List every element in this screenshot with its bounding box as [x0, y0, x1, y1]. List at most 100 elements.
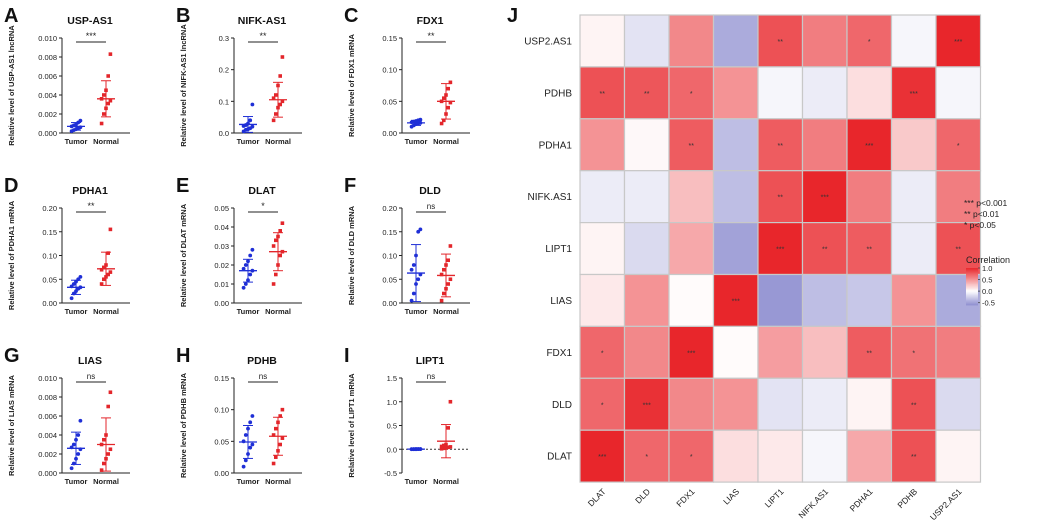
y-tick-label: 1.5 [387, 374, 397, 383]
data-point-tumor [76, 433, 81, 437]
data-point-tumor [250, 414, 255, 418]
data-point-normal [108, 52, 113, 56]
colorbar-step [966, 295, 978, 297]
colorbar-step [966, 270, 978, 273]
heatmap-cell [712, 66, 759, 120]
y-axis-label: Relative level of USP-AS1 lncRNA [7, 25, 16, 146]
scatter-panel-d: D PDHA1 0.00 0.05 0.10 0.15 0.20 Relative level… [4, 175, 130, 316]
data-point-normal [446, 105, 450, 110]
heatmap-cell-stars: * [601, 402, 604, 409]
data-point-normal [278, 414, 282, 418]
data-point-normal [278, 74, 282, 78]
heatmap-cell [757, 66, 804, 120]
heatmap-cell-stars: ** [911, 402, 917, 409]
y-axis-label: Relative level of DLD mRNA [347, 205, 356, 305]
heatmap-row-label: LIAS [550, 296, 572, 307]
heatmap-cell [712, 14, 759, 68]
y-tick-label: 0.20 [382, 204, 397, 213]
panel-letter-c: C [344, 5, 358, 27]
data-point-normal [108, 98, 113, 103]
data-point-normal [439, 444, 444, 449]
heatmap-cell-stars: * [690, 91, 693, 98]
sig-legend-3: * p<0.05 [964, 220, 996, 230]
colorbar: 1.0 0.5 0.0 -0.5 [966, 264, 995, 308]
panel-letter-h: H [176, 345, 190, 367]
data-point-normal [99, 468, 104, 472]
heatmap-cell [712, 222, 759, 276]
heatmap-cell [623, 118, 670, 172]
y-tick-label: 0.15 [42, 228, 57, 237]
colorbar-step [966, 303, 978, 306]
data-point-normal [280, 436, 285, 440]
panel-letter-e: E [176, 175, 189, 197]
data-point-tumor [243, 433, 248, 437]
heatmap-cell [712, 118, 759, 172]
heatmap-cell [623, 170, 670, 224]
heatmap-column-label: PDHB [895, 486, 919, 510]
data-point-normal [446, 282, 450, 286]
y-axis-label: Relative level of PDHA1 mRNA [7, 200, 16, 310]
data-point-tumor [248, 253, 253, 258]
heatmap-cell [846, 377, 893, 431]
heatmap-column-label: PDHA1 [848, 486, 875, 513]
heatmap-cell-stars: ** [644, 91, 650, 98]
panel-letter-i: I [344, 345, 350, 367]
heatmap-cell [935, 325, 982, 379]
data-point-normal [278, 253, 282, 258]
y-tick-label: 0.01 [214, 280, 229, 289]
y-tick-label: 0.10 [382, 66, 397, 75]
heatmap-cell [579, 273, 626, 328]
heatmap-cell-stars: *** [910, 91, 918, 98]
heatmap-row-label: NIFK.AS1 [528, 192, 573, 203]
data-point-tumor [250, 102, 255, 107]
heatmap-cell [801, 118, 848, 172]
heatmap-row-label: LIPT1 [545, 244, 572, 255]
y-axis-label: Relative level of NIFK-AS1 lncRNA [179, 24, 188, 147]
x-label-normal: Normal [265, 307, 291, 316]
data-point-normal [448, 277, 453, 282]
colorbar-step [966, 301, 978, 304]
significance-label: *** [86, 31, 97, 41]
data-point-tumor [248, 445, 253, 450]
heatmap-cell [579, 429, 626, 483]
data-point-tumor [416, 277, 421, 282]
heatmap-cell [801, 325, 848, 379]
x-label-tumor: Tumor [405, 307, 428, 316]
heatmap-cell-stars: *** [643, 402, 651, 409]
heatmap-cell [579, 222, 626, 276]
heatmap-cell [579, 325, 626, 379]
heatmap-cell [579, 14, 626, 68]
heatmap-cell [890, 273, 937, 328]
data-point-normal [278, 102, 282, 107]
data-point-normal [106, 74, 110, 78]
heatmap-cell [801, 66, 848, 120]
data-point-normal [274, 238, 278, 243]
colorbar-tick-label: 0.5 [982, 276, 992, 285]
heatmap-cell-stars: * [957, 143, 960, 150]
panel-letter-a: A [4, 5, 18, 27]
colorbar-step [966, 272, 978, 275]
heatmap-cell [668, 273, 715, 328]
data-point-normal [446, 86, 450, 91]
x-label-tumor: Tumor [237, 137, 260, 146]
y-tick-label: 0.05 [214, 437, 229, 446]
heatmap-row-label: USP2.AS1 [524, 36, 572, 47]
heatmap-cell-stars: * [912, 350, 915, 357]
heatmap-row-label: PDHB [544, 88, 572, 99]
heatmap-cell [890, 377, 937, 431]
scatter-panel-c: C FDX1 0.00 0.05 0.10 0.15 Relative level of F… [344, 5, 470, 146]
heatmap-cell [846, 170, 893, 224]
data-point-normal [108, 447, 113, 452]
data-point-normal [442, 443, 446, 448]
heatmap-cell [935, 377, 982, 431]
scatter-panel-i: I LIPT1 -0.5 0.0 0.5 1.0 1.5 Relative level of … [344, 345, 470, 486]
data-point-normal [106, 251, 110, 255]
data-point-tumor [248, 420, 253, 425]
data-point-normal [99, 267, 104, 272]
panel-title: LIPT1 [416, 355, 445, 367]
scatter-panel-e: E DLAT 0.00 0.01 0.02 0.03 0.04 0.05 Relative le… [176, 175, 302, 316]
data-point-tumor [76, 452, 81, 456]
data-point-tumor [78, 418, 83, 423]
data-point-tumor [250, 442, 255, 447]
heatmap-cell [623, 14, 670, 68]
